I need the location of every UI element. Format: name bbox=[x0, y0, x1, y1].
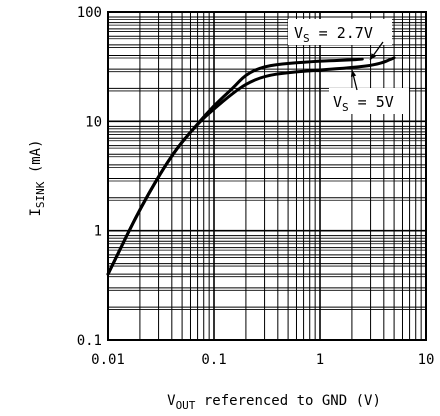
series-line-2 bbox=[106, 56, 396, 276]
x-tick-label: 0.1 bbox=[201, 352, 226, 368]
annotation-bg bbox=[288, 19, 392, 45]
y-axis-label-main: I bbox=[28, 208, 44, 216]
annotation-label-1: VS = 2.7V bbox=[294, 24, 373, 45]
y-tick-label: 10 bbox=[85, 114, 102, 130]
annotation-rest: = 5V bbox=[349, 93, 394, 111]
series-group bbox=[106, 56, 396, 276]
x-tick-label: 0.01 bbox=[91, 352, 125, 368]
x-axis-label-main: V bbox=[167, 393, 176, 409]
y-axis-label-rest: (mA) bbox=[28, 139, 44, 181]
annotation-bg bbox=[329, 88, 409, 114]
annotation-label-2: VS = 5V bbox=[333, 93, 394, 114]
x-tick-label: 1 bbox=[316, 352, 324, 368]
grid bbox=[107, 12, 426, 341]
plot-frame bbox=[107, 11, 427, 341]
annotation-rest: = 2.7V bbox=[310, 24, 373, 42]
x-axis-label-rest: referenced to GND (V) bbox=[195, 393, 380, 409]
x-axis-label: VOUT referenced to GND (V) bbox=[167, 393, 381, 412]
x-tick-label: 10 bbox=[418, 352, 435, 368]
y-tick-label: 1 bbox=[94, 224, 102, 240]
y-tick-labels: 0.1 1 10 100 bbox=[77, 5, 102, 349]
y-tick-label: 0.1 bbox=[77, 333, 102, 349]
y-axis-label-sub: SINK bbox=[34, 181, 47, 208]
x-axis-label-sub: OUT bbox=[176, 399, 196, 412]
x-tick-labels: 0.01 0.1 1 10 bbox=[91, 352, 434, 368]
annotation-main: V bbox=[294, 24, 303, 42]
annotation-arrowhead bbox=[370, 53, 376, 60]
annotation-main: V bbox=[333, 93, 342, 111]
y-axis-label: ISINK (mA) bbox=[28, 139, 47, 216]
y-tick-label: 100 bbox=[77, 5, 102, 21]
annotation-sub: S bbox=[342, 101, 349, 114]
annotation-arrowhead bbox=[350, 70, 357, 77]
annotation-sub: S bbox=[303, 32, 310, 45]
